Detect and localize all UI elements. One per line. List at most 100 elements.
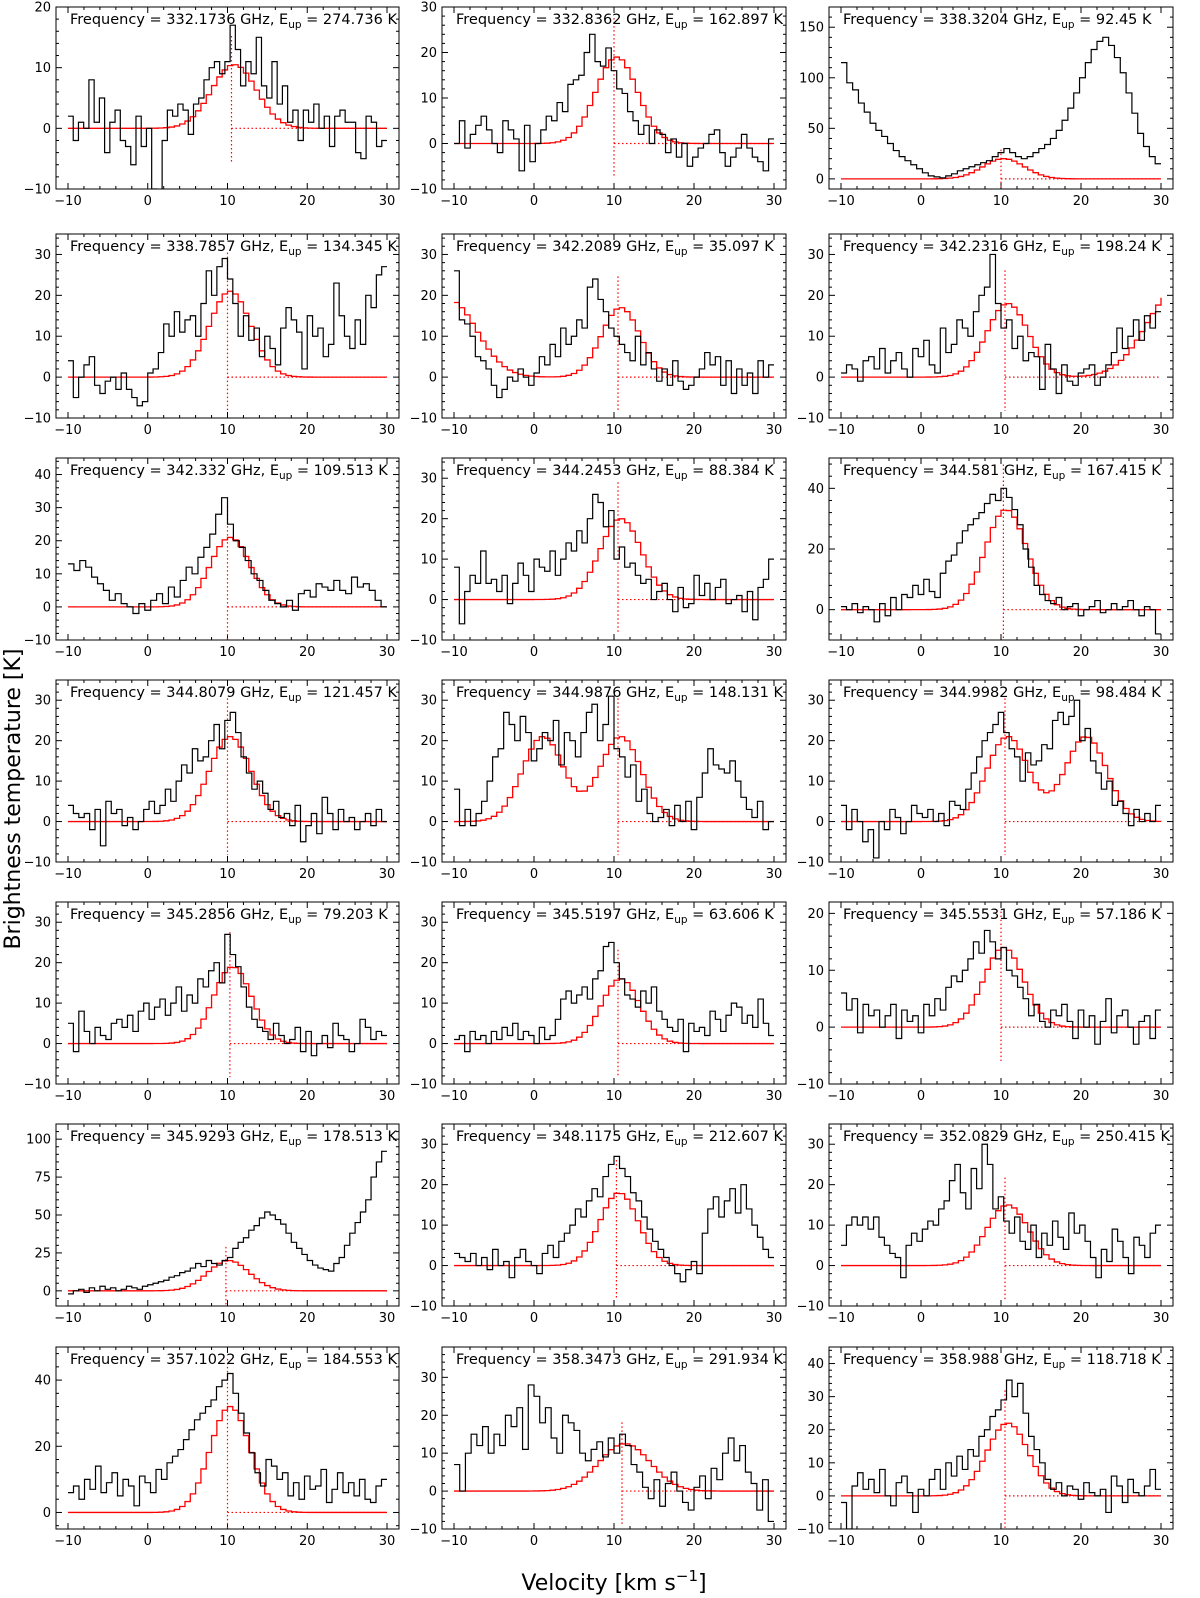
y-tick-label: 150 bbox=[799, 21, 824, 36]
panel-plot-area bbox=[841, 698, 1162, 859]
x-tick-label: −10 bbox=[54, 1089, 81, 1104]
panel-6: −10 0 10 20 30 −10 0 10 20 30 Frequency = 342.2316… bbox=[797, 233, 1174, 438]
y-tick-label: 0 bbox=[429, 593, 437, 608]
panel-title-end: = 212.607 K bbox=[688, 1129, 784, 1145]
observed-spectrum-line bbox=[68, 933, 387, 1057]
panel-title: Frequency = 357.1022 GHz, Eup = 184.553 … bbox=[70, 1352, 397, 1371]
panel-title-subscript: up bbox=[674, 1359, 688, 1371]
y-tick-label: 0 bbox=[43, 600, 51, 615]
panel-10: −10 0 10 20 30 −10 0 10 20 30 Frequency = 344.8079… bbox=[24, 679, 400, 882]
x-tick-label: −10 bbox=[54, 645, 81, 660]
y-tick-label: −10 bbox=[410, 1300, 437, 1315]
y-tick-label: 0 bbox=[816, 603, 824, 618]
x-tick-label: 30 bbox=[1153, 867, 1170, 882]
y-tick-label: 30 bbox=[420, 248, 437, 263]
y-tick-label: 0 bbox=[43, 1506, 51, 1521]
model-spectrum-line bbox=[68, 64, 387, 129]
y-tick-label: 20 bbox=[34, 534, 51, 549]
y-tick-label: 20 bbox=[420, 512, 437, 527]
y-tick-label: 20 bbox=[807, 1178, 824, 1193]
y-tick-label: 20 bbox=[34, 1, 51, 16]
x-tick-label: 30 bbox=[766, 194, 783, 209]
panel-title: Frequency = 338.3204 GHz, Eup = 92.45 K bbox=[843, 12, 1152, 31]
x-tick-label: 0 bbox=[917, 423, 925, 438]
y-tick-label: 20 bbox=[807, 1423, 824, 1438]
y-tick-label: 30 bbox=[420, 694, 437, 709]
x-tick-label: 20 bbox=[299, 1089, 316, 1104]
panel-title-end: = 198.24 K bbox=[1075, 239, 1162, 255]
panel-title-end: = 35.097 K bbox=[688, 239, 775, 255]
observed-spectrum-line bbox=[454, 33, 774, 172]
x-tick-label: 10 bbox=[219, 194, 236, 209]
panel-title-end: = 63.606 K bbox=[688, 907, 775, 923]
model-spectrum-line bbox=[454, 518, 774, 601]
y-tick-label: 30 bbox=[420, 916, 437, 931]
x-tick-label: 10 bbox=[606, 423, 623, 438]
panel-title: Frequency = 332.1736 GHz, Eup = 274.736 … bbox=[70, 12, 397, 31]
observed-spectrum-line bbox=[841, 1143, 1161, 1279]
y-tick-label: 30 bbox=[34, 501, 51, 516]
y-tick-label: 10 bbox=[420, 330, 437, 345]
x-tick-label: 20 bbox=[1073, 645, 1090, 660]
y-tick-label: 10 bbox=[807, 775, 824, 790]
x-tick-label: 10 bbox=[606, 1089, 623, 1104]
y-tick-label: 20 bbox=[420, 46, 437, 61]
x-tick-label: 10 bbox=[993, 1534, 1010, 1549]
y-tick-label: 10 bbox=[34, 330, 51, 345]
model-spectrum-line bbox=[841, 736, 1162, 823]
x-tick-label: 0 bbox=[917, 1311, 925, 1326]
x-tick-label: 30 bbox=[1153, 194, 1170, 209]
y-tick-label: 0 bbox=[43, 371, 51, 386]
x-tick-label: 10 bbox=[219, 867, 236, 882]
model-spectrum-line bbox=[454, 1192, 774, 1267]
panel-frame bbox=[55, 457, 400, 641]
x-tick-label: −10 bbox=[440, 645, 467, 660]
y-tick-label: −10 bbox=[797, 1300, 824, 1315]
panel-plot-area bbox=[68, 698, 387, 856]
x-tick-label: 30 bbox=[379, 1311, 396, 1326]
x-tick-label: −10 bbox=[54, 1534, 81, 1549]
x-tick-label: −10 bbox=[440, 1089, 467, 1104]
model-spectrum-line bbox=[454, 978, 774, 1045]
panel-title-end: = 291.934 K bbox=[688, 1352, 784, 1368]
x-tick-label: 0 bbox=[917, 645, 925, 660]
x-tick-label: 10 bbox=[219, 1089, 236, 1104]
panel-plot-area bbox=[454, 941, 774, 1078]
panel-13: −10 0 10 20 30 −10 0 10 20 30 Frequency = 345.2856… bbox=[24, 901, 400, 1104]
x-tick-label: 20 bbox=[1073, 194, 1090, 209]
y-tick-label: −10 bbox=[797, 1078, 824, 1093]
observed-spectrum-line bbox=[841, 1379, 1161, 1529]
y-tick-label: 20 bbox=[807, 289, 824, 304]
panel-title-subscript: up bbox=[674, 19, 688, 31]
x-tick-label: −10 bbox=[440, 423, 467, 438]
panel-plot-area bbox=[454, 1155, 774, 1300]
y-tick-label: 0 bbox=[816, 1021, 824, 1036]
x-tick-label: 0 bbox=[144, 1534, 152, 1549]
x-tick-label: 0 bbox=[917, 867, 925, 882]
panel-15: −10 0 10 20 30 −10 0 10 20 Frequency = 345.5531 G… bbox=[797, 901, 1174, 1104]
panel-title-main: Frequency = 345.5531 GHz, E bbox=[843, 907, 1061, 923]
panel-title: Frequency = 342.2089 GHz, Eup = 35.097 K bbox=[456, 239, 774, 258]
panel-title-subscript: up bbox=[1061, 692, 1075, 704]
y-tick-label: −10 bbox=[410, 634, 437, 649]
panel-title-end: = 178.513 K bbox=[302, 1129, 398, 1145]
x-tick-label: −10 bbox=[827, 1534, 854, 1549]
panel-title-main: Frequency = 332.1736 GHz, E bbox=[70, 12, 288, 28]
y-tick-label: 10 bbox=[420, 92, 437, 107]
y-tick-label: 10 bbox=[807, 1456, 824, 1471]
panel-plot-area bbox=[841, 911, 1161, 1062]
observed-spectrum-line bbox=[68, 257, 387, 407]
y-tick-label: −10 bbox=[24, 1078, 51, 1093]
x-tick-label: 0 bbox=[144, 1311, 152, 1326]
x-tick-label: 30 bbox=[379, 194, 396, 209]
y-tick-label: 0 bbox=[816, 172, 824, 187]
panel-title-subscript: up bbox=[288, 246, 302, 258]
x-tick-label: 20 bbox=[686, 194, 703, 209]
panel-title-end: = 109.513 K bbox=[292, 463, 388, 479]
panel-title-subscript: up bbox=[288, 1359, 302, 1371]
panel-title-end: = 162.897 K bbox=[688, 12, 784, 28]
panel-title-main: Frequency = 348.1175 GHz, E bbox=[456, 1129, 674, 1145]
observed-spectrum-line bbox=[454, 493, 774, 625]
